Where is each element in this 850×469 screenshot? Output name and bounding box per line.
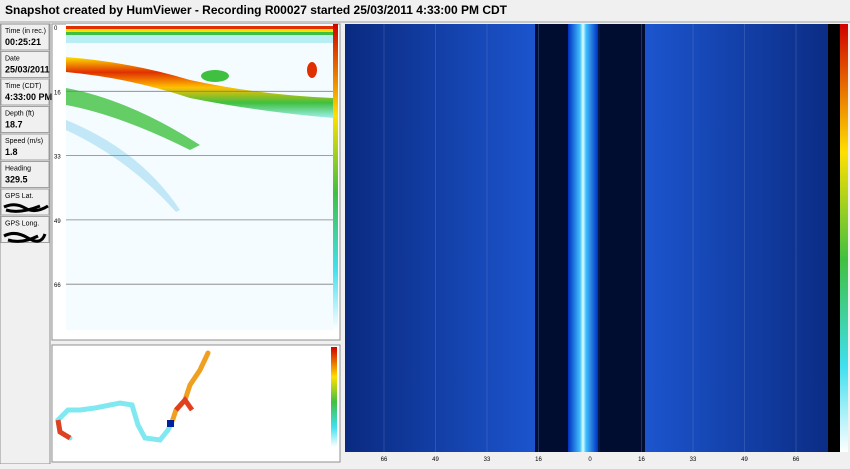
range-tick-label: 66 — [793, 457, 800, 463]
second-echo — [66, 88, 200, 150]
field-label: GPS Long. — [5, 221, 39, 228]
bottom-echo — [66, 57, 333, 118]
depth-tick-label: 66 — [54, 283, 61, 289]
info-sidebar: Time (in rec.) 00:25:21 Date 25/03/2011 Time… — [0, 23, 52, 243]
field-value: 329.5 — [5, 175, 28, 185]
right-scan — [622, 24, 840, 452]
fish-arch — [201, 70, 229, 82]
surface-band — [66, 26, 333, 29]
third-echo — [66, 120, 180, 212]
boat-marker — [167, 420, 174, 427]
field-label: Depth (ft) — [5, 111, 34, 118]
sonar-panel: 0 16 33 49 66 — [51, 23, 341, 341]
field-label: Time (CDT) — [5, 83, 41, 90]
surface-band — [66, 29, 333, 32]
field-label: Date — [5, 56, 20, 63]
map-frame — [51, 344, 341, 463]
depth-tick-label: 16 — [54, 90, 61, 96]
field-label: Time (in rec.) — [5, 28, 46, 35]
range-tick-label: 49 — [741, 457, 748, 463]
field-value: 00:25:21 — [5, 37, 41, 47]
map-panel — [51, 344, 341, 463]
left-scan — [345, 24, 560, 452]
surface-band — [66, 32, 333, 35]
field-label: Heading — [5, 166, 31, 173]
range-tick-label: 16 — [535, 457, 542, 463]
surface-band — [66, 35, 333, 43]
depth-tick-label: 0 — [54, 26, 58, 32]
field-box — [0, 106, 50, 133]
field-box — [0, 51, 50, 78]
range-tick-label: 33 — [484, 457, 491, 463]
range-tick-label: 16 — [638, 457, 645, 463]
field-label: Speed (m/s) — [5, 138, 43, 145]
color-scale — [331, 347, 337, 447]
range-tick-label: 66 — [381, 457, 388, 463]
field-box — [0, 161, 50, 188]
field-value: 4:33:00 PM — [5, 92, 52, 102]
redaction — [3, 231, 47, 243]
color-scale — [333, 24, 338, 330]
track — [174, 395, 195, 412]
track — [55, 419, 72, 441]
fish-arch — [307, 62, 317, 78]
field-value: 18.7 — [5, 120, 23, 130]
redaction — [3, 203, 49, 213]
nadir — [568, 24, 598, 452]
track — [169, 350, 211, 425]
range-tick-label: 0 — [588, 457, 592, 463]
field-box — [0, 23, 50, 51]
water-column — [600, 24, 645, 452]
color-scale — [840, 24, 848, 452]
field-value: 25/03/2011 — [5, 65, 50, 75]
field-box — [0, 133, 50, 161]
field-label: GPS Lat. — [5, 193, 33, 200]
depth-scale: 0 16 33 49 66 — [54, 26, 333, 289]
depth-tick-label: 33 — [54, 155, 61, 161]
scan-edge — [828, 24, 840, 452]
range-tick-label: 49 — [432, 457, 439, 463]
window-title: Snapshot created by HumViewer - Recordin… — [5, 3, 508, 17]
depth-tick-label: 49 — [54, 219, 61, 225]
side-scan-panel: 66 49 33 16 0 16 33 49 66 — [345, 24, 848, 463]
range-scale: 66 49 33 16 0 16 33 49 66 — [381, 24, 800, 463]
field-box — [0, 78, 50, 106]
range-tick-label: 33 — [690, 457, 697, 463]
field-value: 1.8 — [5, 147, 18, 157]
